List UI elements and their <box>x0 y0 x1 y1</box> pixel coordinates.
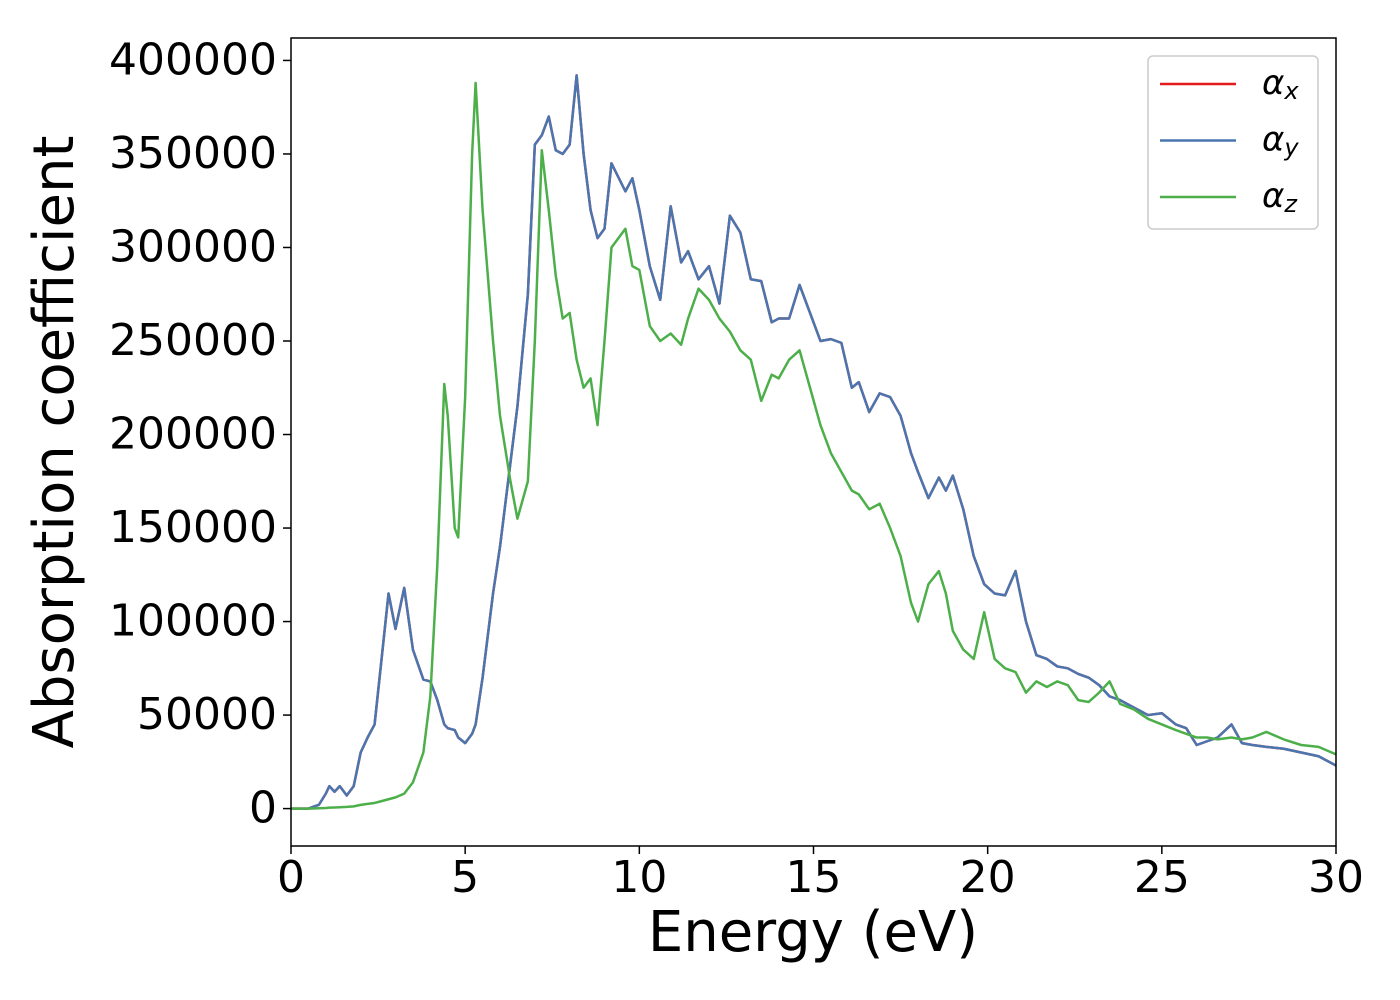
y-tick-label: 350000 <box>109 128 277 179</box>
y-tick-label: 250000 <box>109 315 277 366</box>
y-tick-label: 100000 <box>109 596 277 647</box>
legend-label: αx <box>1262 63 1299 106</box>
line-series <box>291 74 1337 810</box>
legend-label: αz <box>1262 176 1298 219</box>
y-tick-label: 50000 <box>137 689 277 740</box>
y-tick-label: 200000 <box>109 409 277 460</box>
y-tick-label: 150000 <box>109 502 277 553</box>
x-tick-label: 25 <box>1134 852 1190 903</box>
y-tick-label: 400000 <box>109 34 277 85</box>
x-tick-label: 15 <box>786 852 842 903</box>
x-tick-label: 30 <box>1308 852 1364 903</box>
x-tick-label: 5 <box>451 852 479 903</box>
x-tick-label: 0 <box>277 852 305 903</box>
y-axis-label: Absorption coefficient <box>22 136 87 749</box>
x-tick-label: 10 <box>611 852 667 903</box>
y-tick-label: 0 <box>249 783 277 834</box>
x-axis-label: Energy (eV) <box>648 900 978 965</box>
y-tick-label: 300000 <box>109 221 277 272</box>
x-tick-label: 20 <box>960 852 1016 903</box>
line-series <box>291 81 1337 810</box>
legend-box <box>1147 55 1319 230</box>
plot-frame <box>290 37 1337 847</box>
legend-label: αy <box>1262 119 1299 162</box>
